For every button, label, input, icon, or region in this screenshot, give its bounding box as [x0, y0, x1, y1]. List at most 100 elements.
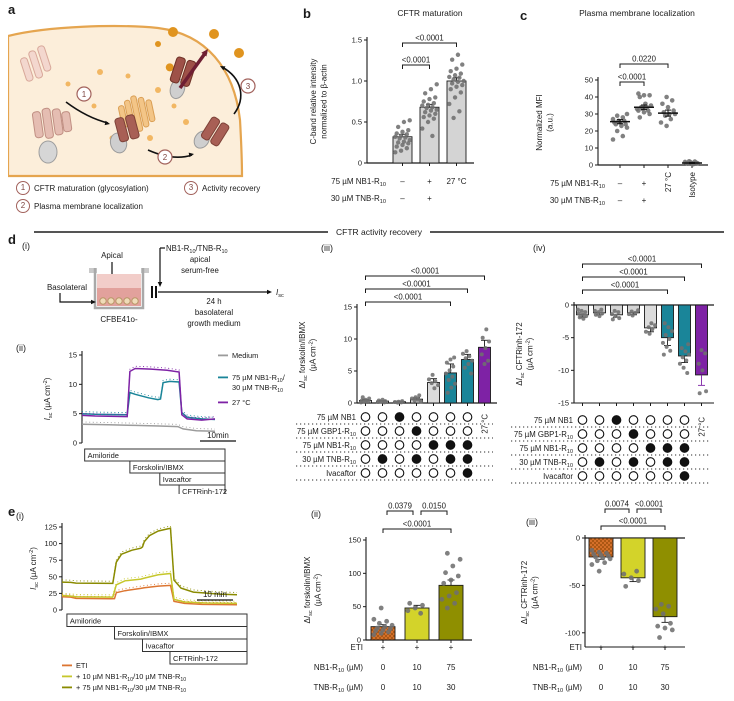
svg-text:NB1-R10 (µM): NB1-R10 (µM)	[533, 663, 582, 674]
svg-text:0.0074: 0.0074	[605, 500, 630, 509]
svg-text:75 µM NB1-R10/: 75 µM NB1-R10/	[232, 373, 286, 384]
svg-text:30: 30	[585, 110, 593, 119]
svg-text:+: +	[427, 194, 432, 203]
chart-c-canvas: Plasma membrane localization Normalized M…	[535, 8, 708, 207]
panel-d4-sublabel: (iv)	[533, 243, 546, 253]
svg-text:10: 10	[413, 663, 422, 672]
svg-text:<0.0001: <0.0001	[619, 517, 647, 526]
svg-text:10: 10	[629, 683, 638, 692]
svg-text:–: –	[618, 196, 623, 205]
svg-text:0: 0	[358, 159, 362, 168]
svg-text:75 µM NB1-R10: 75 µM NB1-R10	[331, 177, 386, 188]
svg-text:150: 150	[348, 536, 361, 545]
svg-text:ΔIsc CFTRinh-172: ΔIsc CFTRinh-172	[515, 322, 526, 386]
svg-text:50: 50	[49, 572, 57, 581]
svg-text:+: +	[663, 643, 668, 652]
svg-text:Isc: Isc	[276, 288, 284, 299]
svg-text:-15: -15	[558, 399, 569, 408]
svg-text:ΔIsc forskolin/IBMX: ΔIsc forskolin/IBMX	[303, 556, 314, 624]
panel-c-chart: Plasma membrane localization Normalized M…	[512, 2, 734, 229]
svg-text:<0.0001: <0.0001	[403, 520, 431, 529]
panel-a-canvas: 1 2 3	[6, 24, 256, 178]
svg-text:0: 0	[599, 683, 604, 692]
svg-text:(µA cm-2): (µA cm-2)	[531, 576, 540, 609]
svg-text:+: +	[415, 643, 420, 652]
svg-text:+: +	[642, 196, 647, 205]
svg-text:75 µM NB1-R10: 75 µM NB1-R10	[550, 179, 605, 190]
svg-text:2: 2	[163, 153, 168, 162]
svg-text:75: 75	[49, 556, 57, 565]
svg-text:<0.0001: <0.0001	[402, 280, 430, 289]
svg-text:(a.u.): (a.u.)	[546, 113, 555, 132]
svg-text:TNB-R10 (µM): TNB-R10 (µM)	[313, 683, 363, 694]
svg-text:+: +	[642, 179, 647, 188]
chart-d4-canvas: ΔIsc CFTRinh-172 (µA cm-2) 0 -5 -10 -15 <0.000…	[511, 255, 714, 484]
panel-e1-sublabel: (i)	[16, 511, 24, 521]
legend-label-1: CFTR maturation (glycosylation)	[34, 183, 149, 193]
divider-line-right	[429, 231, 724, 233]
svg-text:0: 0	[599, 663, 604, 672]
svg-text:10: 10	[413, 683, 422, 692]
svg-text:Isotype: Isotype	[688, 171, 697, 197]
panel-a-legend-item-1: 1 CFTR maturation (glycosylation)	[16, 181, 149, 195]
svg-text:0: 0	[576, 534, 580, 543]
svg-text:10: 10	[344, 335, 352, 344]
svg-text:NB1-R10 (µM): NB1-R10 (µM)	[314, 663, 363, 674]
svg-text:C-band relative intensity: C-band relative intensity	[309, 59, 318, 145]
svg-text:100: 100	[348, 569, 361, 578]
svg-text:40: 40	[585, 93, 593, 102]
svg-text:27 °C: 27 °C	[698, 417, 707, 437]
svg-text:75: 75	[447, 663, 456, 672]
svg-text:0: 0	[381, 663, 386, 672]
svg-text:30 µM TNB-R10: 30 µM TNB-R10	[232, 383, 283, 394]
svg-text:Isc (µA cm-2): Isc (µA cm-2)	[29, 547, 40, 590]
legend-label-2: Plasma membrane localization	[34, 201, 143, 211]
svg-text:ETI: ETI	[76, 661, 88, 670]
svg-text:27 °C: 27 °C	[446, 177, 466, 186]
panel-e2-chart: ΔIsc forskolin/IBMX (µA cm-2) 0 50 100 150 0.0…	[300, 498, 512, 701]
svg-text:27 °C: 27 °C	[664, 172, 673, 192]
panel-b-letter: b	[303, 6, 311, 21]
svg-text:15: 15	[344, 303, 352, 312]
panel-d4-chart: ΔIsc CFTRinh-172 (µA cm-2) 0 -5 -10 -15 <0.000…	[510, 240, 734, 491]
svg-text:0: 0	[53, 606, 57, 615]
svg-text:–: –	[400, 194, 405, 203]
svg-text:Isc (µA cm-2): Isc (µA cm-2)	[43, 377, 54, 420]
svg-text:+ 75 µM NB1-R10/30 µM TNB-R10: + 75 µM NB1-R10/30 µM TNB-R10	[76, 683, 186, 694]
svg-text:0.0150: 0.0150	[422, 502, 447, 511]
svg-text:10min: 10min	[207, 431, 229, 440]
panel-e3-sublabel: (iii)	[526, 517, 538, 527]
divider-label: CFTR activity recovery	[336, 227, 422, 237]
panel-a-legend-item-3: 3 Activity recovery	[184, 181, 260, 195]
chart-e3-canvas: ΔIsc CFTRinh-172 (µA cm-2) 0 -50 -100 0.0074 <…	[520, 500, 685, 694]
svg-text:-10: -10	[558, 366, 569, 375]
panel-d1-canvas: Apical Basolateral CFBE41o- NB1-R10/TNB-R10…	[47, 244, 284, 328]
svg-text:20: 20	[585, 127, 593, 136]
svg-text:27 °C: 27 °C	[481, 414, 490, 434]
svg-text:Medium: Medium	[232, 351, 258, 360]
svg-text:(µA cm-2): (µA cm-2)	[314, 573, 323, 606]
svg-text:+: +	[381, 643, 386, 652]
svg-text:+: +	[427, 177, 432, 186]
chart-d3-canvas: ΔIsc forskolin/IBMX (µA cm-2) 0 5 10 15 <0.000…	[296, 267, 497, 481]
panel-e1-chart: Isc (µA cm-2) 0 25 50 75 100 125 Amiloride Forsk…	[28, 508, 262, 701]
svg-text:5: 5	[348, 367, 352, 376]
svg-text:1: 1	[82, 90, 87, 99]
svg-text:Ivacaftor: Ivacaftor	[543, 472, 573, 481]
svg-text:–: –	[400, 177, 405, 186]
svg-text:75 µM NB1: 75 µM NB1	[317, 413, 356, 422]
svg-text:TNB-R10 (µM): TNB-R10 (µM)	[532, 683, 582, 694]
svg-text:75: 75	[661, 663, 670, 672]
svg-text:Forskolin/IBMX: Forskolin/IBMX	[133, 463, 184, 472]
svg-text:NB1-R10/TNB-R10: NB1-R10/TNB-R10	[166, 244, 228, 255]
svg-text:30 µM TNB-R10: 30 µM TNB-R10	[519, 458, 573, 469]
svg-text:+ 10 µM NB1-R10/10 µM TNB-R10: + 10 µM NB1-R10/10 µM TNB-R10	[76, 672, 186, 683]
svg-text:CFTRinh-172: CFTRinh-172	[182, 487, 227, 494]
panel-d3-chart: ΔIsc forskolin/IBMX (µA cm-2) 0 5 10 15 <0.000…	[295, 240, 510, 491]
svg-text:30: 30	[661, 683, 670, 692]
chart-e1-canvas: Isc (µA cm-2) 0 25 50 75 100 125 Amiloride Forsk…	[29, 523, 248, 694]
svg-text:-50: -50	[569, 581, 580, 590]
svg-text:0: 0	[357, 636, 361, 645]
svg-text:ETI: ETI	[570, 643, 582, 652]
chart-e2-canvas: ΔIsc forskolin/IBMX (µA cm-2)0501001500.0…	[303, 502, 472, 694]
